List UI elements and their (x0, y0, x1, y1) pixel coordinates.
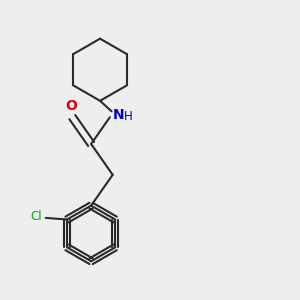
Text: O: O (65, 99, 76, 113)
Text: N: N (112, 108, 124, 122)
Text: H: H (124, 110, 132, 123)
Text: Cl: Cl (30, 210, 42, 223)
